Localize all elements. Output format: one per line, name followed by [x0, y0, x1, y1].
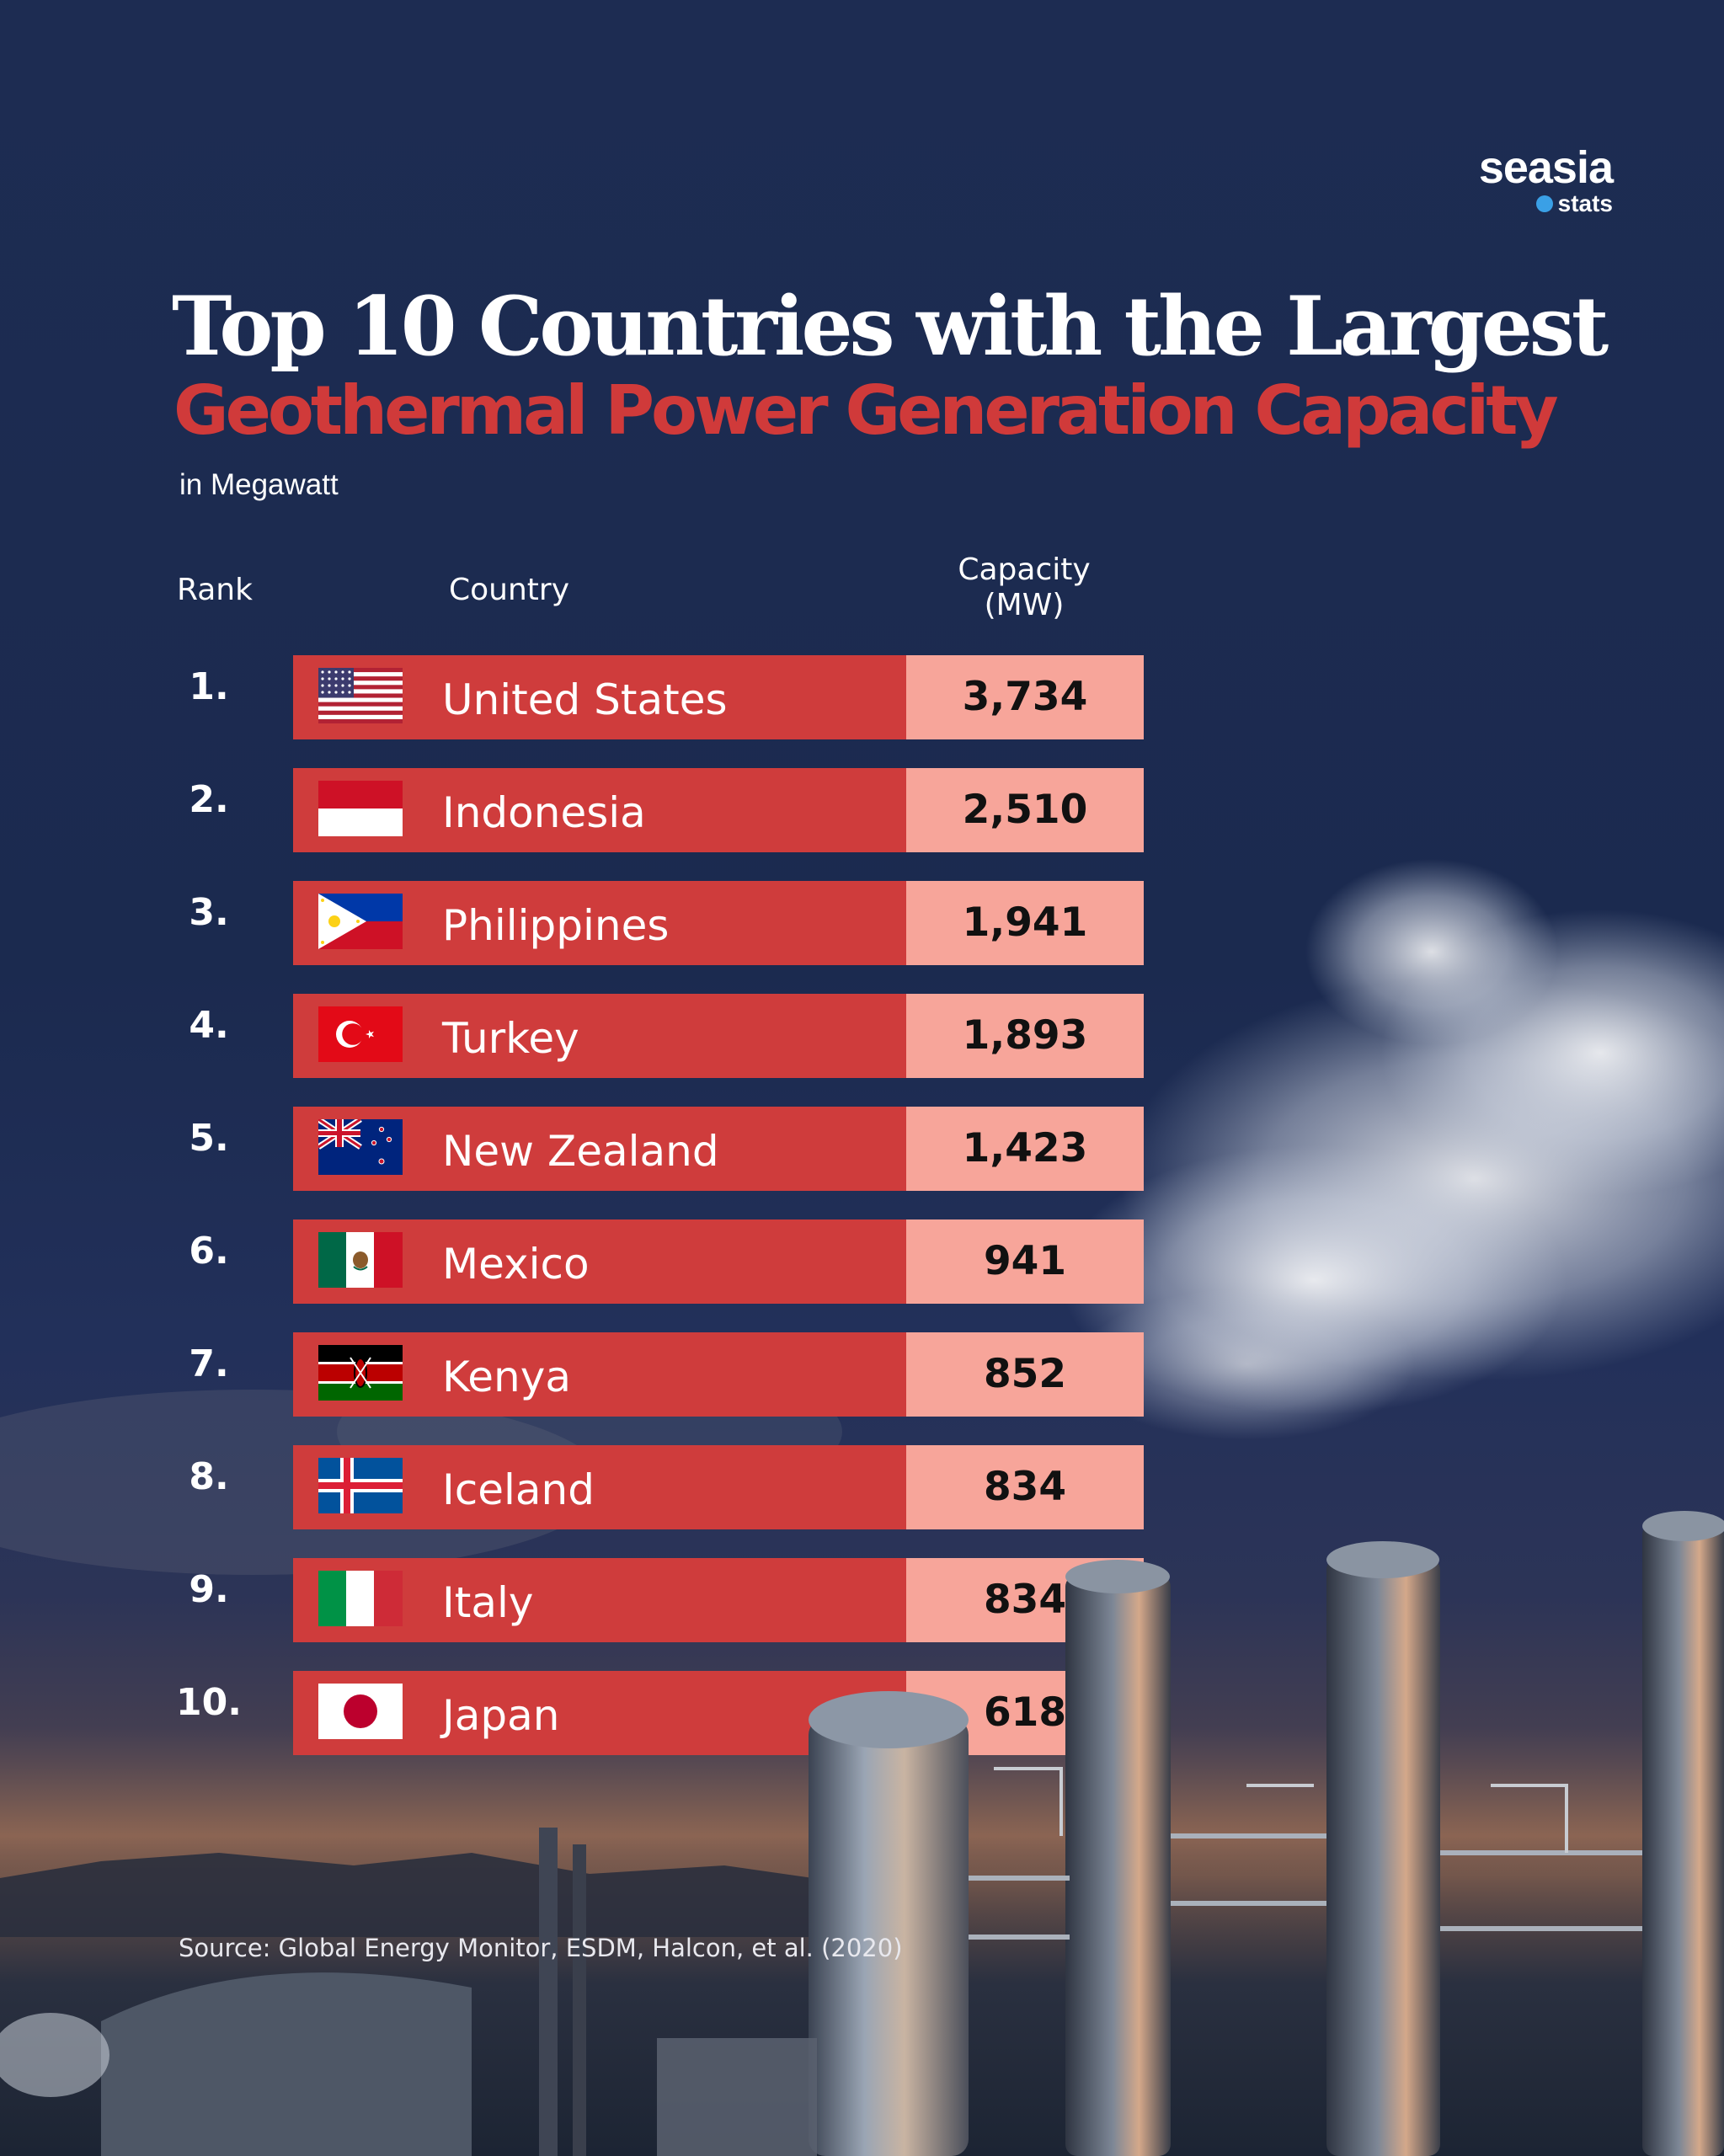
country-name: Kenya: [442, 1353, 571, 1401]
logo-wordmark: seasia: [1478, 142, 1614, 193]
table-row: 6. Mexico 941: [0, 1219, 1145, 1304]
title-line-2: Geothermal Power Generation Capacity: [173, 371, 1559, 450]
subtitle-unit: in Megawatt: [179, 468, 339, 501]
country-name: Indonesia: [442, 788, 646, 837]
capacity-box: [906, 1332, 1144, 1417]
country-name: Italy: [442, 1578, 534, 1627]
capacity-box: [906, 768, 1144, 852]
us-flag-icon: [318, 668, 403, 723]
capacity-value: 3,734: [962, 674, 1088, 720]
mexico-flag-icon: [318, 1232, 403, 1288]
capacity-value: 834: [983, 1577, 1067, 1623]
kenya-flag-icon: [318, 1345, 403, 1401]
country-name: United States: [442, 675, 728, 724]
source-note: Source: Global Energy Monitor, ESDM, Hal…: [179, 1934, 903, 1962]
rank-label: 4.: [189, 1004, 229, 1047]
japan-flag-icon: [318, 1684, 403, 1739]
table-row: 3. Philippines 1,941: [0, 881, 1145, 965]
header-capacity: Capacity (MW): [901, 552, 1147, 623]
indonesia-flag-icon: [318, 781, 403, 836]
turkey-flag-icon: [318, 1006, 403, 1062]
capacity-box: [906, 1445, 1144, 1529]
philippines-flag-icon: [318, 894, 403, 949]
title-line-1: Top 10 Countries with the Largest: [172, 279, 1609, 374]
table-row: 1. United States 3,734: [0, 655, 1145, 739]
capacity-value: 834: [983, 1464, 1067, 1510]
rank-label: 5.: [189, 1117, 229, 1160]
rank-label: 9.: [189, 1568, 229, 1611]
capacity-value: 1,423: [962, 1125, 1088, 1171]
table-row: 8. Iceland 834: [0, 1445, 1145, 1529]
capacity-box: [906, 1219, 1144, 1304]
header-capacity-line-2: (MW): [984, 588, 1065, 622]
table-row: 7. Kenya 852: [0, 1332, 1145, 1417]
capacity-box: [906, 994, 1144, 1078]
italy-flag-icon: [318, 1571, 403, 1626]
header-capacity-line-1: Capacity: [958, 552, 1091, 587]
rank-label: 1.: [189, 665, 229, 708]
logo-dot-icon: [1535, 195, 1553, 212]
capacity-box: [906, 655, 1144, 739]
rank-label: 10.: [176, 1681, 242, 1724]
header-rank: Rank: [177, 573, 253, 607]
capacity-value: 1,893: [962, 1012, 1088, 1059]
country-name: New Zealand: [442, 1127, 719, 1176]
header-country: Country: [449, 573, 570, 607]
table-row: 5. New Zealand 1,423: [0, 1107, 1145, 1191]
table-row: 2. Indonesia 2,510: [0, 768, 1145, 852]
logo-subtitle: stats: [1479, 192, 1613, 216]
rank-label: 3.: [189, 891, 229, 934]
capacity-value: 618: [983, 1689, 1067, 1736]
rank-label: 8.: [189, 1455, 229, 1498]
country-name: Japan: [442, 1691, 560, 1740]
capacity-value: 852: [983, 1351, 1067, 1397]
seasia-stats-logo: seasia stats: [1478, 142, 1614, 216]
capacity-value: 941: [983, 1238, 1067, 1284]
table-row: 9. Italy 834: [0, 1558, 1145, 1642]
rank-label: 6.: [189, 1230, 229, 1273]
capacity-box: [906, 1107, 1144, 1191]
iceland-flag-icon: [318, 1458, 403, 1513]
logo-sub-text: stats: [1557, 190, 1613, 216]
country-name: Philippines: [442, 901, 670, 950]
capacity-value: 1,941: [962, 899, 1088, 946]
table-row: 4. Turkey 1,893: [0, 994, 1145, 1078]
country-name: Turkey: [442, 1014, 579, 1063]
country-name: Mexico: [442, 1240, 590, 1289]
capacity-value: 2,510: [962, 787, 1088, 833]
rank-label: 7.: [189, 1342, 229, 1385]
capacity-box: [906, 881, 1144, 965]
country-name: Iceland: [442, 1465, 595, 1514]
new-zealand-flag-icon: [318, 1119, 403, 1175]
rank-label: 2.: [189, 778, 229, 821]
